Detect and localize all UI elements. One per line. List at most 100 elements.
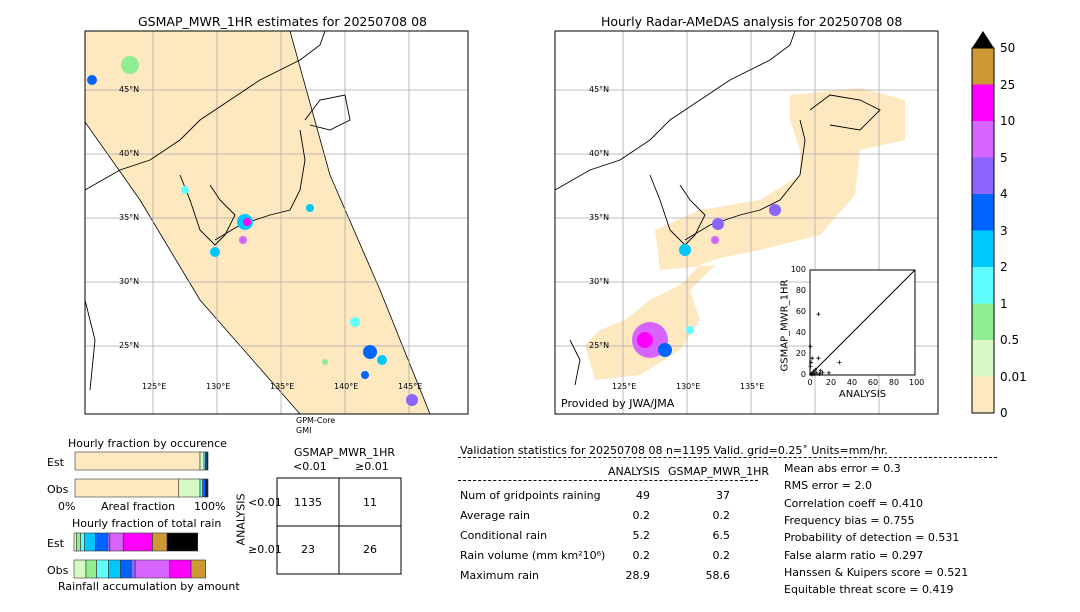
tick-0pct: 0%	[58, 500, 76, 513]
contingency-title: GSMAP_MWR_1HR	[294, 446, 396, 459]
col-header-gsmap: GSMAP_MWR_1HR	[668, 465, 770, 478]
scatter-point	[816, 312, 821, 317]
rain-xlabel: Rainfall accumulation by amount	[58, 580, 240, 593]
row-label: <0.01	[248, 496, 282, 509]
bar-segment	[190, 559, 206, 579]
score-line: Correlation coeff = 0.410	[784, 496, 923, 510]
colorbar-label: 25	[1000, 77, 1016, 92]
colorbar-bin	[972, 230, 994, 267]
colorbar-bin	[972, 303, 994, 340]
sensor-label: GPM-Core	[296, 416, 336, 425]
col-header-analysis: ANALYSIS	[608, 465, 660, 478]
scatter-point	[813, 367, 818, 372]
colorbar-label: 0.5	[1000, 333, 1020, 347]
stat-analysis-value: 0.2	[632, 509, 651, 522]
scatter-point	[818, 368, 823, 373]
lat-label: 25°N	[589, 341, 610, 350]
lat-label: 45°N	[589, 85, 610, 94]
colorbar-extend-triangle	[972, 31, 994, 48]
lat-label: 35°N	[589, 213, 610, 222]
bar-segment	[169, 559, 192, 579]
score-line: Hanssen & Kuipers score = 0.521	[784, 565, 969, 579]
bar-segment	[73, 559, 87, 579]
score-line: RMS error = 2.0	[784, 479, 872, 493]
tick-100pct: 100%	[194, 500, 226, 513]
diagonal-line	[809, 269, 916, 376]
scatter-point	[820, 370, 825, 375]
scatter-point	[826, 370, 831, 375]
lon-label: 125°E	[142, 382, 167, 391]
left-map-title: GSMAP_MWR_1HR estimates for 20250708 08	[138, 14, 427, 29]
scatter-inset	[808, 269, 916, 377]
scatter-point	[837, 360, 842, 365]
stat-label: Rain volume (mm km²10⁶)	[460, 549, 606, 562]
colorbar-label: 2	[1000, 260, 1008, 274]
rain-fraction-title: Hourly fraction of total rain	[72, 517, 222, 530]
score-line: Equitable threat score = 0.419	[784, 583, 954, 597]
bar-segment	[96, 559, 109, 579]
colorbar-label: 0	[1000, 406, 1008, 420]
stat-gsmap-value: 58.6	[705, 569, 731, 582]
bar-segment	[73, 532, 77, 552]
occurrence-est-label: Est	[47, 456, 64, 469]
scatter-ytick: 100	[790, 265, 806, 274]
left-rain-cells	[87, 56, 418, 406]
scatter-ytick: 80	[795, 286, 806, 295]
bar-segment	[85, 559, 97, 579]
occurrence-xlabel: Areal fraction	[101, 500, 176, 513]
colorbar-bin	[972, 340, 994, 377]
scatter-xtick: 60	[867, 378, 879, 387]
scatter-point	[808, 364, 813, 369]
scatter-point	[814, 370, 819, 375]
cell-value: 23	[301, 543, 315, 556]
colorbar-bin	[972, 376, 994, 413]
score-line: False alarm ratio = 0.297	[784, 548, 924, 562]
colorbar-frame	[971, 47, 995, 414]
stat-gsmap-value: 0.2	[712, 509, 731, 522]
colorbar-label: 4	[1000, 187, 1008, 201]
sensor-label: GMI	[296, 426, 312, 435]
cell-value: 11	[363, 496, 377, 509]
lat-label: 30°N	[119, 277, 140, 286]
fraction-bars	[73, 451, 209, 579]
rain-est-label: Est	[47, 537, 64, 550]
bar-segment	[94, 532, 108, 552]
right-map-title: Hourly Radar-AMeDAS analysis for 2025070…	[601, 14, 903, 29]
bar-segment	[166, 532, 198, 552]
scatter-point	[812, 371, 817, 376]
stat-label: Maximum rain	[460, 569, 539, 582]
scatter-point	[811, 369, 816, 374]
scatter-ytick: 20	[795, 349, 806, 358]
divider	[458, 480, 758, 481]
scatter-point	[808, 344, 813, 349]
occurrence-obs-label: Obs	[47, 483, 69, 496]
lat-label: 40°N	[589, 149, 610, 158]
bar-segment	[108, 559, 121, 579]
colorbar-bin	[972, 84, 994, 121]
stat-analysis-value: 5.2	[632, 529, 651, 542]
lat-label: 45°N	[119, 85, 140, 94]
left-coastlines	[84, 30, 351, 391]
lon-label: 130°E	[676, 382, 701, 391]
colorbar-label: 0.01	[1000, 369, 1027, 384]
scatter-point	[809, 360, 814, 365]
score-line: Mean abs error = 0.3	[784, 462, 901, 475]
radar-coverage	[585, 88, 905, 380]
stats-header: Validation statistics for 20250708 08 n=…	[460, 444, 888, 457]
bar-segment	[109, 532, 124, 552]
lon-label: 135°E	[740, 382, 765, 391]
colorbar-label: 50	[1000, 41, 1016, 55]
colorbar	[971, 31, 995, 414]
colorbar-bin	[972, 48, 994, 85]
bar-segment	[178, 478, 201, 498]
lon-label: 140°E	[334, 382, 359, 391]
scatter-xtick: 100	[909, 378, 925, 387]
right-rain-cells	[632, 204, 781, 358]
divider	[458, 457, 997, 458]
col-label: <0.01	[293, 460, 327, 473]
bar-segment	[84, 532, 96, 552]
bar-segment	[74, 478, 180, 498]
stat-gsmap-value: 6.5	[712, 529, 731, 542]
bar-segment	[74, 451, 201, 471]
lat-label: 35°N	[119, 213, 140, 222]
